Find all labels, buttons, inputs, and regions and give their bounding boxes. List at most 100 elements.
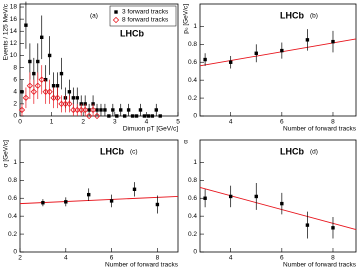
y-tick-label: 10: [10, 52, 18, 59]
panel-label: (d): [310, 149, 318, 156]
plot-frame: [19, 139, 179, 253]
marker: [305, 38, 310, 42]
y-tick-label: 4: [13, 89, 17, 96]
x-tick-label: 2: [81, 119, 85, 126]
x-tick-label: 6: [280, 119, 284, 126]
x-axis-title: Dimuon pT [GeV/c]: [123, 126, 178, 133]
y-tick-label: 0.8: [8, 177, 17, 184]
marker: [30, 88, 37, 95]
x-axis-title: Number of forward tracks: [283, 262, 357, 268]
legend-marker: [114, 10, 118, 14]
marker: [54, 94, 61, 102]
marker: [86, 192, 91, 197]
marker: [158, 114, 162, 118]
marker: [119, 108, 123, 112]
y-axis-title: Events / 125 MeV/c: [3, 3, 10, 60]
marker: [132, 187, 137, 191]
marker: [331, 226, 335, 230]
y-tick-label: 0.2: [188, 231, 197, 238]
marker: [32, 71, 36, 76]
y-tick-label: 0.4: [188, 77, 197, 84]
x-tick-label: 6: [110, 255, 114, 262]
marker: [87, 108, 91, 112]
marker: [155, 202, 160, 207]
marker: [38, 76, 45, 83]
brand-label: LHCb: [280, 10, 304, 20]
y-tick-label: 0.8: [188, 177, 197, 184]
marker: [46, 88, 53, 95]
y-tick-label: 8: [13, 64, 17, 71]
y-tick-label: 16: [10, 16, 18, 23]
y-tick-label: 0.4: [8, 213, 17, 220]
fit-line: [199, 38, 357, 67]
y-tick-label: 0.4: [188, 213, 197, 220]
legend-marker: [112, 16, 120, 24]
marker: [47, 53, 52, 58]
y-tick-label: 0: [13, 113, 17, 120]
marker: [24, 23, 28, 27]
x-axis-title: Number of forward tracks: [283, 126, 357, 133]
marker: [66, 100, 73, 108]
y-tick-label: 0.2: [8, 231, 17, 238]
x-tick-label: 4: [145, 119, 149, 126]
x-tick-label: 8: [156, 255, 160, 262]
marker: [254, 51, 258, 55]
plot-frame: [19, 3, 179, 117]
x-axis-title: Number of forward tracks: [105, 262, 179, 268]
marker: [95, 108, 99, 112]
panel-label: (b): [310, 13, 318, 20]
marker: [126, 108, 131, 112]
panel-label: (a): [90, 13, 98, 20]
marker: [36, 59, 40, 64]
marker: [109, 199, 114, 203]
x-tick-label: 1: [50, 119, 54, 126]
marker: [122, 114, 127, 118]
fit-line: [19, 195, 179, 205]
marker: [89, 106, 97, 114]
x-tick-label: 4: [229, 255, 233, 262]
y-axis-title: α: [183, 140, 190, 144]
y-axis-title: p₀ [GeV/c]: [183, 4, 190, 34]
x-tick-label: 4: [64, 255, 68, 262]
fit-line: [199, 187, 357, 231]
y-tick-label: 14: [10, 28, 18, 35]
marker: [82, 106, 89, 114]
marker: [150, 114, 155, 118]
x-tick-label: 6: [280, 255, 284, 262]
marker: [130, 114, 135, 118]
brand-label: LHCb: [280, 146, 304, 156]
legend-label: 3 forward tracks: [122, 9, 169, 16]
marker: [254, 194, 258, 199]
marker: [93, 112, 101, 120]
marker: [115, 114, 119, 118]
marker: [20, 90, 24, 94]
y-tick-label: 0: [193, 113, 197, 120]
marker: [55, 84, 60, 88]
marker: [228, 60, 233, 64]
marker: [40, 35, 44, 39]
plot-frame: [199, 3, 357, 117]
y-axis-title: σ [GeV/c]: [3, 140, 10, 168]
x-tick-label: 2: [18, 255, 22, 262]
marker: [59, 71, 64, 76]
y-tick-label: 12: [10, 40, 18, 47]
marker: [146, 114, 151, 118]
marker: [28, 59, 32, 64]
marker: [280, 201, 284, 206]
y-tick-label: 1: [193, 23, 197, 30]
y-tick-label: 0: [193, 249, 197, 256]
marker: [331, 39, 335, 44]
marker: [67, 90, 72, 94]
marker: [34, 82, 41, 89]
marker: [51, 84, 56, 88]
marker: [75, 96, 79, 100]
y-tick-label: 0.6: [188, 59, 197, 66]
x-tick-label: 4: [229, 119, 233, 126]
x-tick-label: 8: [331, 255, 335, 262]
marker: [103, 108, 107, 112]
marker: [142, 114, 147, 118]
marker: [134, 114, 139, 118]
y-tick-label: 0.8: [188, 41, 197, 48]
